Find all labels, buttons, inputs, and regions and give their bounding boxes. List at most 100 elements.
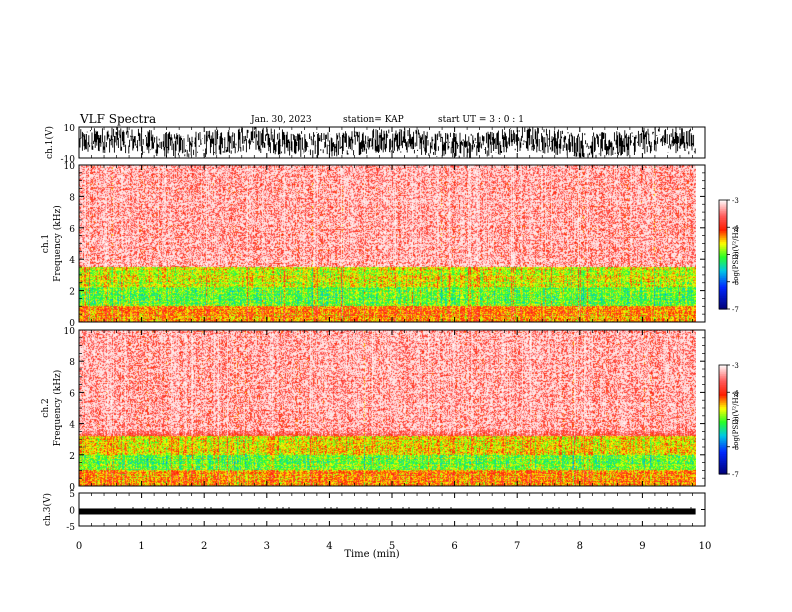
ch1-colorbar-segment — [719, 292, 727, 296]
ch2-colorbar-tick-label: -6 — [732, 444, 739, 452]
ch2-colorbar-segment — [719, 370, 727, 373]
ch2-ytick-label: 4 — [69, 421, 75, 431]
ch1-waveform-ylabel: ch.1(V) — [44, 126, 55, 159]
ch2-colorbar-segment — [719, 470, 727, 473]
ch1-colorbar-segment — [719, 200, 727, 203]
ch1-colorbar-segment — [719, 236, 727, 239]
ch2-colorbar-segment — [719, 457, 727, 461]
ch2-colorbar-segment — [719, 430, 727, 433]
ch2-colorbar-segment — [719, 414, 727, 417]
ch2-colorbar-segment — [719, 415, 727, 419]
ch1-colorbar-tick-label: -6 — [732, 279, 739, 287]
ch2-ytick-label: 8 — [69, 358, 75, 368]
ch2-colorbar-segment — [719, 404, 727, 408]
ch1-colorbar-segment — [719, 290, 727, 294]
ch3-ytick-label: 5 — [69, 490, 75, 500]
ch1-spectrogram-image — [79, 165, 696, 322]
ch3-ytick-label: -5 — [66, 523, 75, 533]
ch2-colorbar-segment — [719, 386, 727, 390]
ch1-colorbar-segment — [719, 216, 727, 219]
x-tick-label: 7 — [514, 541, 520, 552]
ch2-colorbar-segment — [719, 424, 727, 428]
ch2-colorbar-segment — [719, 397, 727, 401]
ch1-colorbar-segment — [719, 209, 727, 212]
ch1-colorbar-segment — [719, 212, 727, 216]
ch2-colorbar-segment — [719, 379, 727, 382]
ch1-colorbar-segment — [719, 287, 727, 290]
ch1-colorbar-segment — [719, 303, 727, 306]
x-tick-label: 3 — [264, 541, 270, 552]
ch2-colorbar-segment — [719, 444, 727, 448]
ch1-ytick-label: 4 — [69, 256, 75, 266]
ch2-colorbar-segment — [719, 390, 727, 393]
ch1-colorbar-segment — [719, 249, 727, 252]
ch2-colorbar-segment — [719, 417, 727, 421]
ch1-colorbar-tick-label: -3 — [732, 197, 739, 205]
ch1-colorbar-segment — [719, 247, 727, 250]
ch1-colorbar-segment — [719, 259, 727, 263]
ch1-colorbar-segment — [719, 214, 727, 217]
ch1-colorbar-segment — [719, 258, 727, 261]
x-tick-label: 0 — [76, 541, 82, 552]
ch1-colorbar-tick-label: -5 — [732, 252, 739, 260]
ch2-colorbar-segment — [719, 368, 727, 372]
ch1-colorbar-segment — [719, 301, 727, 305]
ch2-colorbar-segment — [719, 383, 727, 386]
ch2-colorbar-segment — [719, 375, 727, 379]
ch1-colorbar-segment — [719, 263, 727, 266]
ch2-colorbar-segment — [719, 408, 727, 412]
station-label: station= KAP — [343, 115, 404, 125]
ch1-colorbar-segment — [719, 227, 727, 230]
ch1-colorbar-segment — [719, 298, 727, 301]
ch1-colorbar-segment — [719, 250, 727, 254]
ch1-colorbar-segment — [719, 238, 727, 241]
ch2-colorbar-segment — [719, 435, 727, 439]
ch2-colorbar-segment — [719, 472, 727, 475]
ch2-colorbar-tick-label: -4 — [732, 389, 739, 397]
x-tick-label: 6 — [451, 541, 457, 552]
ch1-ytick-label: 8 — [69, 193, 75, 203]
ch2-colorbar-segment — [719, 452, 727, 455]
ch1-colorbar-segment — [719, 225, 727, 228]
ch1-colorbar-segment — [719, 201, 727, 205]
ch1-colorbar-segment — [719, 223, 727, 227]
ch1-colorbar-tick-label: -4 — [732, 224, 739, 232]
ch2-colorbar-segment — [719, 448, 727, 451]
ch1-colorbar-segment — [719, 283, 727, 286]
start-time-label: start UT = 3 : 0 : 1 — [438, 115, 524, 125]
x-tick-label: 9 — [639, 541, 645, 552]
ch2-spectrogram-ylabel: ch.2 — [41, 398, 51, 417]
ch2-colorbar-segment — [719, 392, 727, 395]
ch1-colorbar-segment — [719, 265, 727, 268]
ch1-colorbar-label: log(PSD)(V²/Hz) — [732, 226, 740, 283]
ch2-colorbar-segment — [719, 468, 727, 471]
ch1-colorbar-segment — [719, 252, 727, 256]
ch3-waveform-trace — [79, 508, 696, 515]
ch2-colorbar-segment — [719, 434, 727, 437]
x-tick-label: 2 — [201, 541, 207, 552]
ch1-colorbar-segment — [719, 267, 727, 270]
ch1-colorbar-segment — [719, 261, 727, 265]
ch1-spectrogram-ylabel-frequency: Frequency (kHz) — [52, 205, 63, 282]
ch2-colorbar-segment — [719, 459, 727, 462]
chart-title: VLF Spectra — [80, 112, 157, 126]
ch2-colorbar-segment — [719, 399, 727, 402]
ch2-colorbar-segment — [719, 455, 727, 459]
ch2-colorbar-segment — [719, 441, 727, 444]
ch1-colorbar-segment — [719, 285, 727, 288]
ch2-colorbar-segment — [719, 421, 727, 424]
ch2-ytick-label: 2 — [69, 452, 75, 462]
ch1-colorbar-segment — [719, 307, 727, 310]
ch2-colorbar-tick-label: -7 — [732, 471, 739, 479]
ch2-colorbar-segment — [719, 395, 727, 399]
date-label: Jan. 30, 2023 — [251, 115, 312, 125]
ch2-ytick-label: 6 — [69, 389, 75, 399]
ch1-ytick-label: 0 — [69, 319, 75, 329]
ch1-colorbar-segment — [719, 229, 727, 232]
ch1-colorbar-segment — [719, 243, 727, 247]
ch1-colorbar-segment — [719, 221, 727, 225]
x-tick-label: 5 — [389, 541, 395, 552]
ch1-ytick-label: -10 — [61, 155, 76, 165]
ch3-waveform-spikes — [114, 506, 692, 509]
